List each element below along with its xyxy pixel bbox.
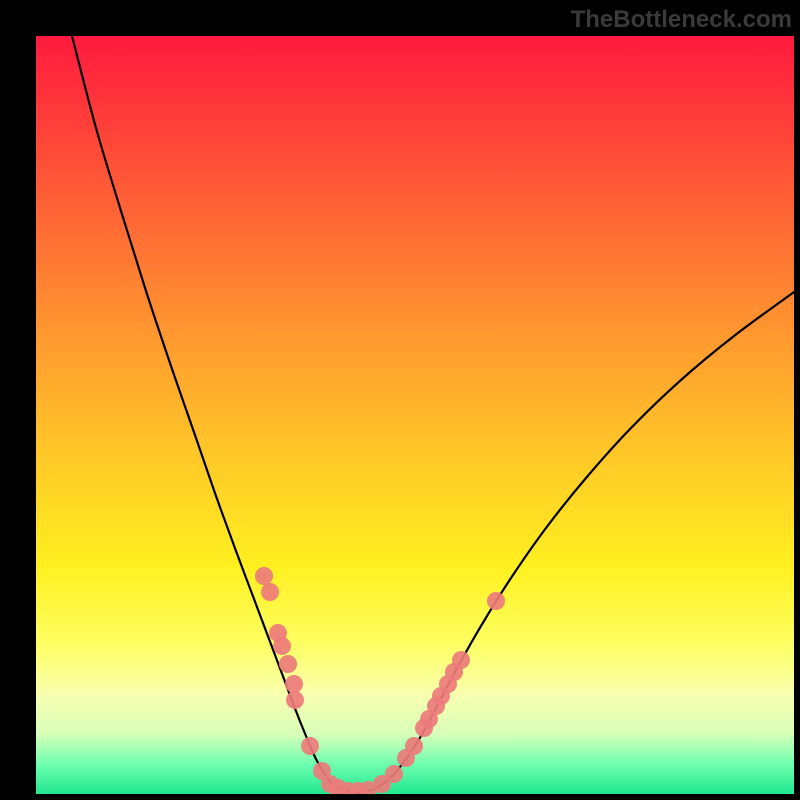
curve-layer <box>36 36 794 794</box>
chart-canvas: TheBottleneck.com <box>0 0 800 800</box>
plot-area <box>36 36 794 794</box>
data-marker <box>273 637 291 655</box>
data-marker <box>301 737 319 755</box>
data-marker <box>255 567 273 585</box>
data-marker <box>261 583 279 601</box>
data-marker <box>279 655 297 673</box>
data-marker <box>286 691 304 709</box>
marker-group <box>255 567 505 794</box>
watermark-text: TheBottleneck.com <box>571 6 792 34</box>
data-marker <box>285 675 303 693</box>
data-marker <box>452 651 470 669</box>
bottleneck-curve <box>72 36 794 793</box>
data-marker <box>487 592 505 610</box>
data-marker <box>405 737 423 755</box>
data-marker <box>385 765 403 783</box>
